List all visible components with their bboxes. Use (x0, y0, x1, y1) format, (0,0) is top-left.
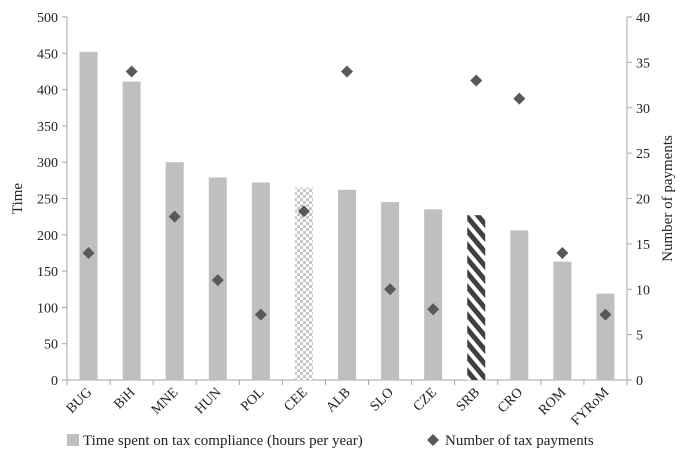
right-tick-label: 25 (636, 147, 650, 162)
payment-marker-mne (168, 210, 181, 223)
legend-bar-label: Time spent on tax compliance (hours per … (83, 433, 363, 449)
right-tick-label: 40 (636, 11, 650, 26)
payment-marker-alb (341, 65, 353, 78)
category-label: CZE (411, 385, 440, 414)
payment-marker-srb (470, 74, 483, 87)
payment-markers (82, 65, 612, 321)
payment-marker-pol (254, 308, 267, 321)
left-tick-label: 200 (37, 229, 58, 244)
category-label: CEE (281, 385, 310, 414)
right-tick-label: 30 (636, 102, 650, 117)
bar-cro (510, 230, 529, 380)
legend-bar-swatch (67, 434, 79, 446)
legend-marker-swatch (427, 434, 439, 446)
category-label: HUN (193, 385, 225, 417)
left-tick-label: 300 (37, 156, 58, 171)
category-label: SLO (368, 385, 397, 414)
payment-marker-cro (513, 92, 526, 105)
y-axis-title: Time (10, 183, 26, 214)
bar-mne (165, 162, 184, 380)
right-tick-label: 5 (636, 329, 643, 344)
payment-marker-bug (82, 246, 95, 259)
legend: Time spent on tax compliance (hours per … (67, 433, 594, 449)
right-tick-label: 15 (636, 238, 650, 253)
bars (79, 51, 615, 381)
bar-bih (122, 81, 141, 380)
left-tick-label: 450 (37, 47, 58, 62)
bar-bug (79, 51, 98, 381)
payment-marker-cze (427, 303, 440, 316)
category-label: FYRoM (569, 385, 613, 429)
y2-axis-title: Number of payments (660, 135, 676, 262)
payment-marker-hun (211, 274, 224, 287)
left-tick-label: 400 (37, 84, 58, 99)
category-label: BUG (64, 385, 96, 417)
bar-cze (424, 209, 443, 380)
payment-marker-bih (125, 65, 138, 78)
bar-rom (553, 261, 572, 380)
category-label: ROM (536, 385, 570, 419)
category-label: POL (238, 385, 267, 414)
bar-srb (467, 215, 486, 380)
right-tick-label: 0 (636, 374, 643, 389)
left-tick-label: 0 (51, 374, 58, 389)
payment-marker-cee (297, 205, 310, 218)
category-label: CRO (495, 385, 526, 416)
category-label: ALB (323, 385, 353, 415)
payment-marker-fyrom (599, 308, 612, 321)
left-tick-label: 500 (37, 11, 58, 26)
bar-fyrom (596, 293, 615, 380)
left-tick-label: 350 (37, 120, 58, 135)
bar-pol (251, 182, 270, 380)
payment-marker-slo (384, 283, 397, 296)
category-label: BiH (111, 385, 138, 412)
left-tick-label: 150 (37, 265, 58, 280)
bar-cee (294, 187, 313, 380)
right-tick-label: 20 (636, 193, 650, 208)
right-tick-label: 10 (636, 283, 650, 298)
left-tick-label: 50 (44, 338, 58, 353)
category-label: SRB (454, 385, 483, 414)
bar-alb (338, 189, 356, 380)
legend-marker-label: Number of tax payments (445, 433, 594, 449)
right-tick-label: 35 (636, 56, 650, 71)
left-tick-label: 250 (37, 193, 58, 208)
category-label: MNE (149, 385, 182, 418)
payment-marker-rom (556, 246, 569, 259)
left-tick-label: 100 (37, 301, 58, 316)
